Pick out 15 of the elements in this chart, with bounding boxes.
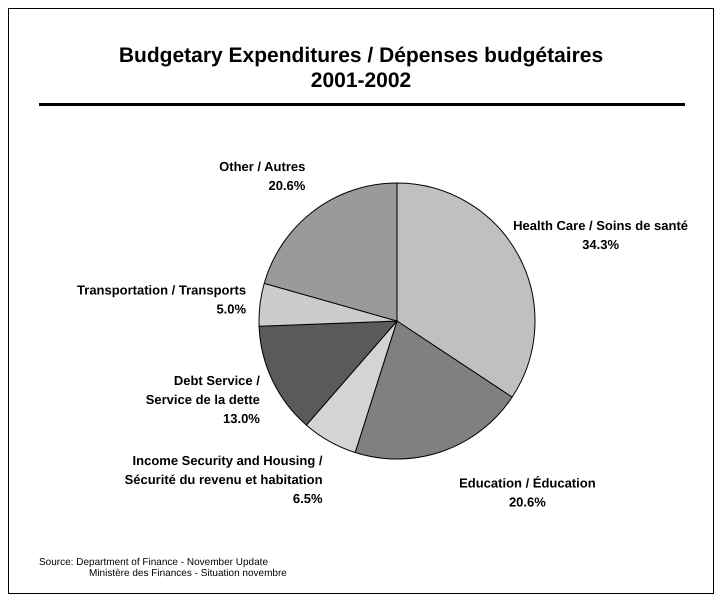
- chart-title: Budgetary Expenditures / Dépenses budgétaires 2001-2002: [118, 43, 604, 93]
- source-note: Source: Department of Finance - November Update: [39, 557, 269, 568]
- data-label: 13.0%: [223, 411, 260, 426]
- slice-label: Transportation / Transports: [77, 282, 246, 298]
- slice-label: Education / Éducation: [459, 476, 596, 491]
- slice-label: Other / Autres: [219, 158, 306, 174]
- slice-label: Health Care / Soins de santé: [513, 218, 688, 233]
- data-label: 5.0%: [216, 301, 247, 316]
- data-label: 20.6%: [508, 494, 546, 510]
- slice-label: Debt Service / Service de la dette: [146, 373, 260, 408]
- text: Ministère des Finances - Situation novembre: [88, 568, 287, 579]
- slice-label: Income Security and Housing / Sécurité du revenu et habitation: [124, 453, 323, 488]
- data-label: 6.5%: [292, 491, 323, 506]
- data-label: 34.3%: [582, 236, 620, 252]
- data-label: 20.6%: [268, 178, 306, 193]
